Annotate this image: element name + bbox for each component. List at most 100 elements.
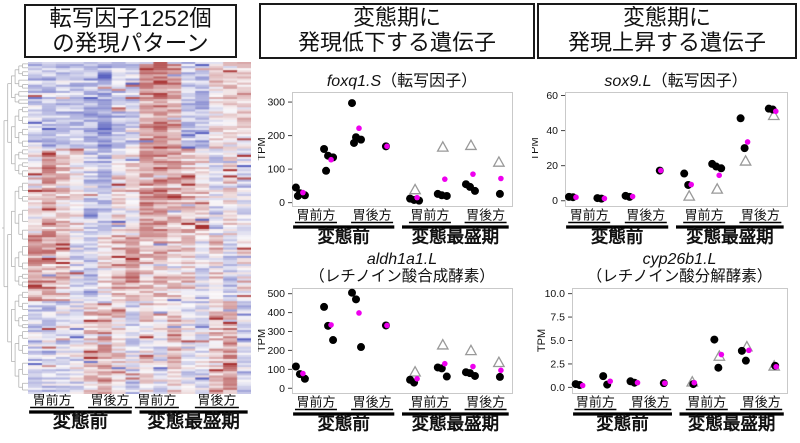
y-tick-label: 60	[546, 90, 558, 102]
chart-title-desc: （レチノイン酸合成酵素）	[309, 267, 495, 285]
data-point-magenta	[414, 194, 420, 201]
y-axis-title: TPM	[532, 137, 541, 160]
region-tick-label: 胃後方	[353, 208, 392, 223]
y-tick-label: 7.5	[550, 312, 565, 324]
stage-label: 変態前	[596, 414, 649, 434]
data-point-black	[714, 363, 723, 372]
data-point-magenta	[300, 370, 306, 377]
region-tick-label: 胃前方	[296, 395, 335, 410]
region-tick-label: 胃後方	[197, 394, 236, 408]
stage-label: 変態前	[317, 414, 370, 434]
data-point-triangle	[408, 183, 422, 195]
chart-title-gene: aldh1a1.L	[367, 251, 437, 268]
stage-label: 変態前	[317, 227, 370, 247]
region-tick-label: 胃後方	[466, 208, 505, 223]
dendrogram	[2, 63, 28, 391]
data-point-magenta	[634, 379, 641, 386]
data-point-black	[442, 372, 451, 381]
data-point-magenta	[356, 125, 362, 132]
data-point-magenta	[328, 156, 334, 163]
heatmap-panel-title: 転写因子1252個 の発現パターン	[24, 4, 237, 58]
region-tick-label: 胃後方	[741, 208, 780, 223]
stage-label: 変態前	[53, 411, 109, 432]
region-tick-label: 胃後方	[742, 395, 781, 410]
data-point-triangle	[408, 365, 422, 377]
data-point-black	[348, 288, 356, 297]
stage-label: 変態前	[591, 227, 644, 247]
data-point-black	[495, 372, 504, 381]
data-point-triangle	[492, 155, 506, 167]
y-tick-label: 0.0	[550, 382, 565, 394]
data-point-black	[470, 186, 479, 195]
chart-foxq1: foxq1.S（転写因子） 0 100 200 300 TPM 胃前方 胃後方 胃前方 胃後方 変態…	[256, 68, 534, 248]
data-point-magenta	[601, 195, 608, 202]
data-point-magenta	[573, 194, 579, 201]
data-point-black	[291, 362, 300, 371]
region-tick-label: 胃後方	[353, 395, 392, 410]
stage-label: 変態最盛期	[147, 411, 240, 432]
data-point-magenta	[384, 322, 390, 329]
y-tick-label: 200	[267, 130, 285, 142]
region-tick-label: 胃後方	[631, 395, 670, 410]
data-point-black	[357, 135, 365, 144]
data-point-magenta	[579, 382, 586, 389]
plot-frame	[565, 92, 788, 207]
chart-svg: foxq1.S（転写因子） 0 100 200 300 TPM 胃前方 胃後方 胃前方 胃後方変態…	[256, 72, 513, 247]
data-point-black	[599, 372, 608, 381]
expression-heatmap	[28, 62, 251, 394]
region-tick-label: 胃前方	[687, 395, 726, 410]
data-point-black	[348, 99, 356, 108]
chart-cyp26b1: cyp26b1.L （レチノイン酸分解酵素） 0.0 2.5 5.0 7.5 10.0 TPM…	[532, 248, 798, 443]
data-point-triangle	[492, 355, 506, 368]
data-point-black	[737, 346, 746, 355]
down-genes-title-line1: 変態期に	[352, 5, 441, 31]
y-tick-label: 300	[267, 97, 285, 109]
y-axis-title: TPM	[258, 137, 268, 160]
up-genes-title-line2: 発現上昇する遺伝子	[567, 30, 766, 55]
chart-title: foxq1.S（転写因子）	[327, 72, 477, 90]
data-point-magenta	[356, 310, 362, 316]
y-tick-label: 200	[267, 345, 285, 357]
up-genes-panel-title: 変態期に 発現上昇する遺伝子	[537, 3, 797, 59]
data-point-magenta	[607, 378, 613, 385]
chart-aldh1a1: aldh1a1.L （レチノイン酸合成酵素） 0 100 200 300 400 500 TPM…	[256, 248, 534, 443]
data-point-magenta	[773, 363, 779, 370]
down-genes-title-line2: 発現低下する遺伝子	[297, 30, 496, 55]
up-genes-title-line1: 変態期に	[622, 5, 711, 31]
data-point-triangle	[767, 108, 781, 121]
y-tick-label: 100	[267, 364, 285, 376]
data-point-black	[352, 295, 360, 304]
data-point-magenta	[300, 189, 306, 196]
chart-svg: cyp26b1.L（レチノイン酸分解酵素） 0.0 2.5 5.0 7.5 10.0 TPM…	[536, 251, 788, 434]
data-point-magenta	[746, 347, 752, 354]
data-point-triangle	[436, 140, 450, 152]
data-point-black	[329, 336, 338, 345]
data-point-black	[300, 374, 309, 383]
region-tick-label: 胃前方	[410, 208, 449, 223]
data-point-magenta	[662, 380, 668, 386]
data-point-magenta	[384, 143, 390, 150]
data-point-magenta	[718, 351, 725, 358]
y-tick-label: 0	[279, 197, 285, 209]
y-tick-label: 0	[552, 195, 558, 207]
y-tick-label: 5.0	[550, 335, 565, 347]
region-tick-label: 胃前方	[576, 395, 615, 410]
region-tick-label: 胃前方	[410, 395, 449, 410]
data-point-black	[291, 183, 300, 192]
data-point-magenta	[629, 193, 636, 200]
data-point-black	[350, 138, 358, 147]
data-point-magenta	[498, 367, 504, 374]
data-point-magenta	[470, 171, 476, 177]
data-point-black	[495, 189, 504, 198]
data-point-magenta	[688, 181, 695, 188]
data-point-triangle	[682, 189, 696, 201]
data-point-black	[320, 302, 329, 311]
y-tick-label: 0	[279, 383, 285, 395]
y-tick-label: 10.0	[545, 288, 566, 300]
data-point-black	[717, 164, 726, 173]
data-point-magenta	[442, 176, 448, 182]
region-tick-label: 胃後方	[626, 208, 665, 223]
data-point-magenta	[470, 363, 476, 370]
